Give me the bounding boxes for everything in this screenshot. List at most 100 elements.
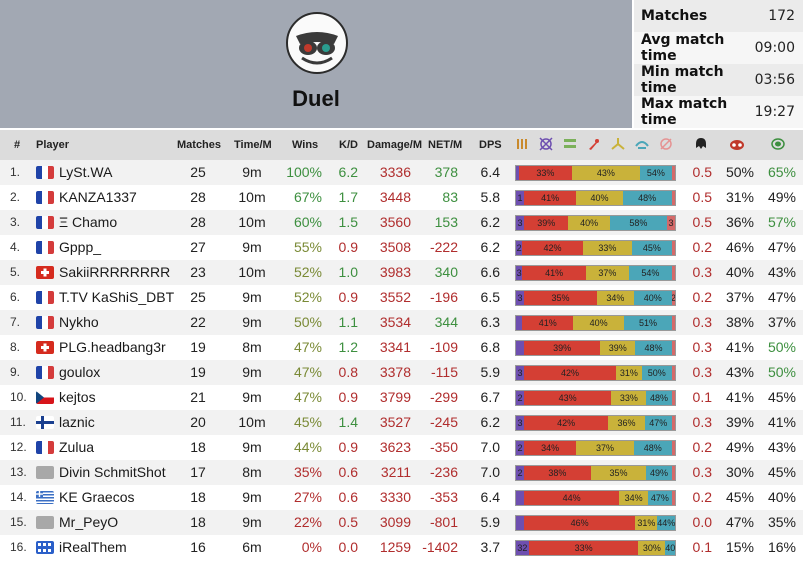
table-row[interactable]: 3. Ξ Chamo 28 10m 60% 1.5 3560 153 6.2 3 39% 40% 58%…: [0, 210, 803, 235]
player-name-link[interactable]: T.TV KaShiS_DBT: [59, 289, 175, 305]
weapon-segment: 30%: [638, 541, 666, 555]
matches-cell: 21: [190, 389, 206, 405]
player-name-link[interactable]: Divin SchmitShot: [59, 464, 166, 480]
table-row[interactable]: 13. Divin SchmitShot 17 8m 35% 0.6 3211 -236 7.0…: [0, 460, 803, 485]
weapon-segment: [516, 491, 524, 505]
player-name-link[interactable]: Mr_PeyO: [59, 514, 119, 530]
weapon-segment: 35%: [590, 466, 647, 480]
weapon-usage-bar: 2 43% 33% 48%: [515, 390, 676, 406]
weapon-segment: 44%: [657, 516, 675, 530]
player-name-link[interactable]: Ξ Chamo: [59, 214, 118, 230]
table-row[interactable]: 9. goulox 19 9m 47% 0.8 3378 -115 5.9 3 42% 31% 50% 0…: [0, 360, 803, 385]
time-cell: 9m: [242, 489, 262, 505]
player-name-link[interactable]: Zulua: [59, 439, 95, 455]
weapon-segment: 33%: [611, 391, 647, 405]
kill-icon[interactable]: [693, 136, 709, 152]
table-row[interactable]: 2. KANZA1337 28 10m 67% 1.7 3448 83 5.8 1 41% 40% 48…: [0, 185, 803, 210]
table-row[interactable]: 6. T.TV KaShiS_DBT 25 9m 52% 0.9 3552 -196 6.5 3 3…: [0, 285, 803, 310]
col-net[interactable]: NET/M: [428, 139, 463, 151]
matches-cell: 19: [190, 364, 206, 380]
table-row[interactable]: 15. Mr_PeyO 18 9m 22% 0.5 3099 -801 5.9 46% 31% 44%…: [0, 510, 803, 535]
player-name-link[interactable]: kejtos: [59, 389, 96, 405]
table-row[interactable]: 4. Gppp_ 27 9m 55% 0.9 3508 -222 6.2 2 42% 33% 45% 0.…: [0, 235, 803, 260]
weapon-segment: [671, 266, 675, 280]
net-cell: -109: [429, 339, 458, 355]
weapon-usage-bar: 3 39% 40% 58% 3: [515, 215, 676, 231]
wins-cell: 52%: [293, 289, 322, 305]
kd-cell: 0.9: [338, 289, 358, 305]
weapon-segment: 3: [516, 416, 524, 430]
player-name-link[interactable]: KE Graecos: [59, 489, 135, 505]
summary-stats: Matches 172 Avg match time 09:00 Min match…: [634, 0, 803, 128]
ammo-icon[interactable]: [515, 136, 531, 152]
table-row[interactable]: 5. SakiiRRRRRRRR 23 10m 52% 1.0 3983 340 6.6 3 41%…: [0, 260, 803, 285]
col-kd[interactable]: K/D: [339, 139, 358, 151]
col-dps[interactable]: DPS: [479, 139, 502, 151]
time-cell: 9m: [242, 439, 262, 455]
lightning-icon[interactable]: [658, 136, 674, 152]
weapon-segment: [671, 166, 675, 180]
time-cell: 9m: [242, 164, 262, 180]
col-damage[interactable]: Damage/M: [367, 139, 423, 151]
net-cell: -350: [429, 439, 458, 455]
player-name-link[interactable]: Nykho: [59, 314, 99, 330]
player-name-link[interactable]: Gppp_: [59, 239, 102, 255]
player-name-link[interactable]: SakiiRRRRRRRR: [59, 264, 171, 280]
col-time[interactable]: Time/M: [234, 139, 272, 151]
col-matches[interactable]: Matches: [177, 139, 222, 151]
table-row[interactable]: 14. KE Graecos 18 9m 27% 0.6 3330 -353 6.4 44% 34%…: [0, 485, 803, 510]
time-cell: 9m: [242, 314, 262, 330]
table-row[interactable]: 12. Zulua 18 9m 44% 0.9 3623 -350 7.0 2 34% 37% 48% 0…: [0, 435, 803, 460]
col-rank[interactable]: #: [14, 139, 21, 151]
weapon-segment: 40%: [568, 216, 610, 230]
table-row[interactable]: 1. LySt.WA 25 9m 100% 6.2 3336 378 6.4 33% 43% 54% 0…: [0, 160, 803, 185]
weapon-segment: 47%: [647, 491, 672, 505]
table-row[interactable]: 10. kejtos 21 9m 47% 0.9 3799 -299 6.7 2 43% 33% 48%…: [0, 385, 803, 410]
table-row[interactable]: 7. Nykho 22 9m 50% 1.1 3534 344 6.3 41% 40% 51% 0.3 3…: [0, 310, 803, 335]
col-wins[interactable]: Wins: [292, 139, 319, 151]
armor-icon[interactable]: [562, 136, 578, 152]
rank-cell: 11.: [10, 415, 26, 429]
matches-cell: 20: [190, 414, 206, 430]
player-name-link[interactable]: iRealThem: [59, 539, 127, 555]
weapon-segment: [671, 416, 675, 430]
rail-icon[interactable]: [634, 136, 650, 152]
weapon-segment: 32: [516, 541, 529, 555]
rocket-icon[interactable]: [586, 136, 602, 152]
weapon-segment: 3: [516, 216, 524, 230]
armor-ratio-icon[interactable]: [770, 136, 786, 152]
rank-cell: 14.: [10, 490, 27, 504]
kill-rate-cell: 0.1: [692, 389, 712, 405]
player-name-link[interactable]: LySt.WA: [59, 164, 113, 180]
col-player[interactable]: Player: [36, 139, 70, 151]
damage-cell: 3983: [379, 264, 411, 280]
matches-cell: 25: [190, 164, 206, 180]
crosshair-icon[interactable]: [538, 136, 554, 152]
damage-cell: 3534: [379, 314, 411, 330]
player-name-link[interactable]: PLG.headbang3r: [59, 339, 166, 355]
plasma-icon[interactable]: [610, 136, 626, 152]
table-row[interactable]: 11. laznic 20 10m 45% 1.4 3527 -245 6.2 3 42% 36% 47…: [0, 410, 803, 435]
damage-cell: 3378: [379, 364, 411, 380]
table-row[interactable]: 16. iRealThem 16 6m 0% 0.0 1259 -1402 3.7 32 33% 30…: [0, 535, 803, 560]
player-name-link[interactable]: goulox: [59, 364, 101, 380]
player-name-link[interactable]: laznic: [59, 414, 95, 430]
country-flag-icon: [36, 466, 54, 479]
weapon-segment: 42%: [523, 366, 617, 380]
player-name-link[interactable]: KANZA1337: [59, 189, 137, 205]
eyes-icon[interactable]: [729, 136, 745, 152]
country-flag-icon: [36, 316, 54, 329]
time-cell: 9m: [242, 389, 262, 405]
table-row[interactable]: 8. PLG.headbang3r 19 8m 47% 1.2 3341 -109 6.8 39%…: [0, 335, 803, 360]
weapon-segment: [516, 341, 524, 355]
time-cell: 9m: [242, 364, 262, 380]
weapon-segment: 2: [516, 391, 524, 405]
table-header: # Player Matches Time/M Wins K/D Damage/…: [0, 130, 803, 160]
weapon-segment: [671, 341, 675, 355]
armor-rate-cell: 43%: [767, 439, 796, 455]
eyes-rate-cell: 50%: [725, 164, 754, 180]
country-flag-icon: [36, 366, 54, 379]
time-cell: 8m: [242, 464, 262, 480]
weapon-usage-bar: 44% 34% 47%: [515, 490, 676, 506]
dps-cell: 7.0: [480, 464, 500, 480]
